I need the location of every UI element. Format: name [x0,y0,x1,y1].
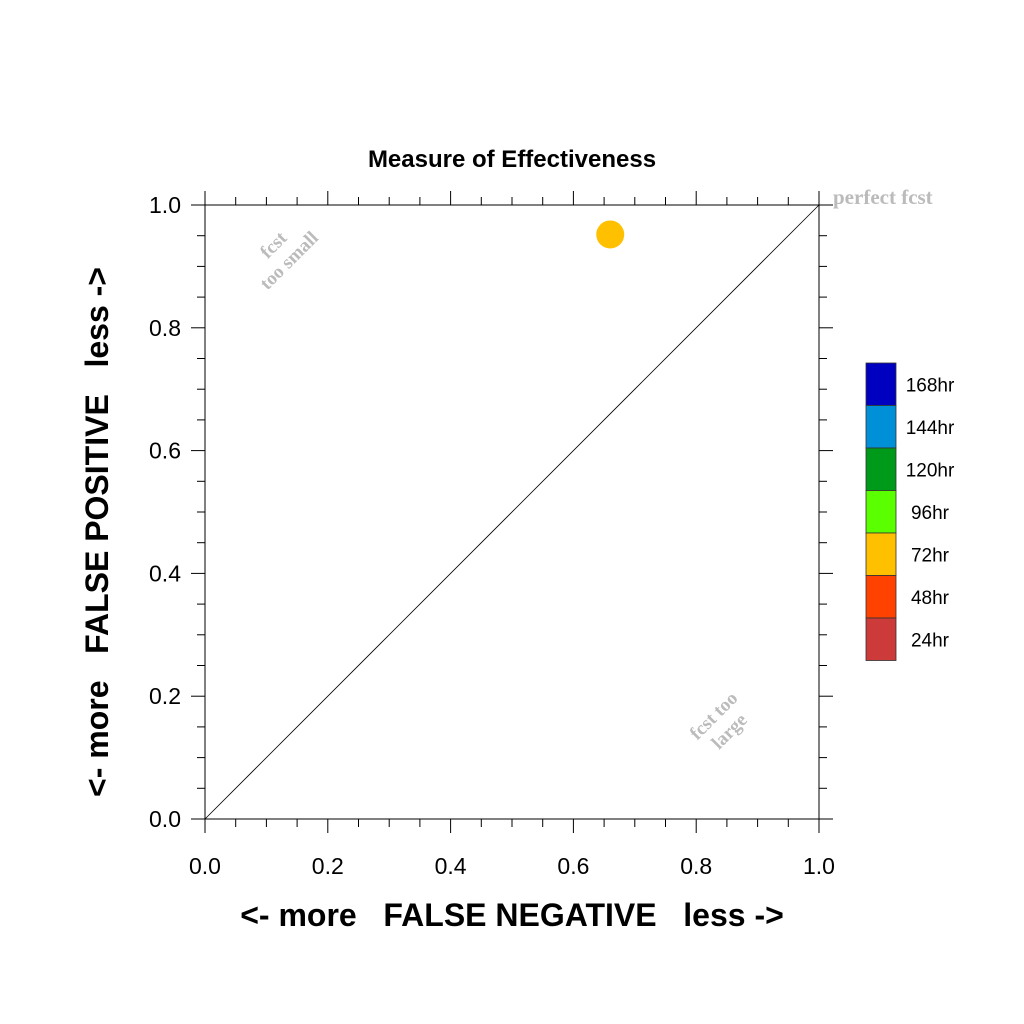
legend-swatch-72hr [865,532,897,576]
y-tick-label: 0.8 [149,315,181,341]
legend-label-120hr: 120hr [906,460,955,481]
y-tick-label: 0.2 [149,683,181,709]
legend-swatch-48hr [865,575,897,619]
x-tick-label: 0.2 [312,853,344,879]
legend-swatch-144hr [865,405,897,449]
x-tick-label: 0.0 [189,853,221,879]
legend-swatch-96hr [865,490,897,534]
legend-label-72hr: 72hr [911,545,950,566]
legend: 168hr 144hr 120hr 96hr 72hr 48hr 24hr [865,362,955,661]
x-tick-labels: 0.0 0.2 0.4 0.6 0.8 1.0 [189,853,835,879]
legend-swatch-24hr [865,617,897,661]
reference-line-layer [204,204,820,820]
chart-title: Measure of Effectiveness [368,146,656,173]
y-tick-label: 0.0 [149,806,181,832]
y-tick-label: 0.4 [149,560,181,586]
y-axis-label: <- more FALSE POSITIVE less -> [79,267,115,797]
annotation-too-large: fcst too large [686,688,752,754]
y-tick-labels: 0.0 0.2 0.4 0.6 0.8 1.0 [149,192,181,832]
x-axis-label: <- more FALSE NEGATIVE less -> [240,897,784,933]
legend-swatch-120hr [865,447,897,491]
legend-label-168hr: 168hr [906,375,955,396]
legend-swatch-168hr [865,362,897,406]
y-tick-label: 0.6 [149,438,181,464]
legend-label-144hr: 144hr [906,418,955,439]
x-tick-label: 1.0 [803,853,835,879]
legend-label-24hr: 24hr [911,630,950,651]
legend-label-96hr: 96hr [911,503,950,524]
legend-label-48hr: 48hr [911,588,950,609]
ticks-layer [191,191,833,833]
x-tick-label: 0.6 [557,853,589,879]
annotation-too-small: fcst too small [256,227,323,294]
x-tick-label: 0.8 [680,853,712,879]
points-layer [596,220,625,249]
reference-diagonal-line [204,204,820,820]
data-point-72hr [596,220,625,249]
y-tick-label: 1.0 [149,192,181,218]
x-tick-label: 0.4 [435,853,467,879]
annotation-perfect-fcst: perfect fcst [833,185,933,209]
